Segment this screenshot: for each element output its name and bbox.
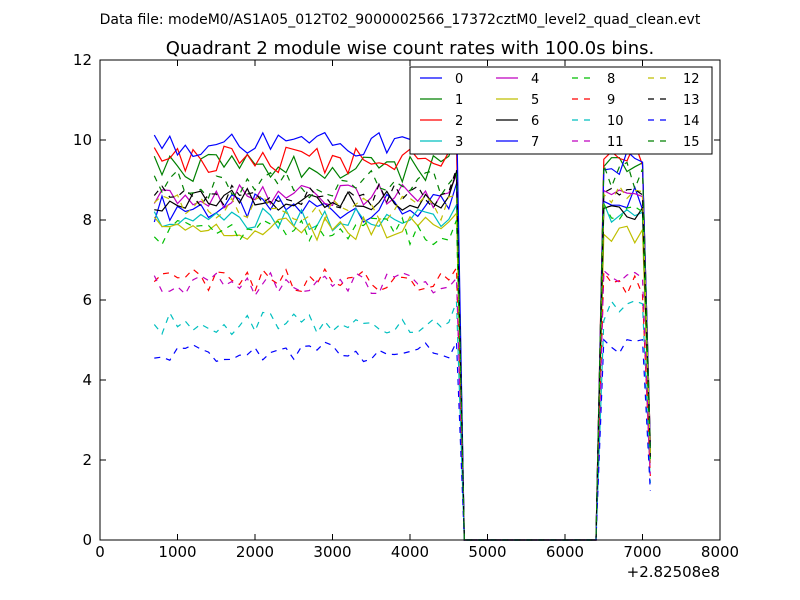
series-line-2 (153, 141, 651, 541)
x-offset-label: +2.82508e8 (627, 563, 720, 581)
legend-label-13: 13 (683, 93, 700, 108)
axis-ticks: 0 1000 2000 3000 4000 5000 6000 7000 80000246810… (73, 51, 739, 561)
legend-label-2: 2 (455, 114, 463, 129)
series-line-4 (153, 174, 651, 541)
legend-label-10: 10 (607, 114, 624, 129)
legend-label-3: 3 (455, 135, 463, 150)
y-tick-label: 12 (73, 51, 92, 69)
y-tick-label: 10 (73, 131, 92, 149)
x-tick-label: 2000 (236, 543, 274, 561)
x-tick-label: 0 (95, 543, 105, 561)
legend-label-5: 5 (531, 93, 539, 108)
legend-label-1: 1 (455, 93, 463, 108)
series-line-7 (153, 109, 651, 541)
y-tick-label: 2 (82, 451, 92, 469)
x-tick-label: 7000 (623, 543, 661, 561)
series-line-0 (153, 183, 651, 541)
series-line-13 (153, 168, 651, 541)
series-line-11 (153, 269, 651, 541)
x-tick-label: 6000 (546, 543, 584, 561)
series-line-14 (154, 338, 651, 541)
x-tick-label: 3000 (313, 543, 351, 561)
x-tick-label: 4000 (391, 543, 429, 561)
legend-label-4: 4 (531, 72, 539, 87)
legend-label-15: 15 (683, 135, 700, 150)
legend-label-11: 11 (607, 135, 624, 150)
legend-label-9: 9 (607, 93, 615, 108)
y-tick-label: 4 (82, 371, 92, 389)
y-tick-label: 0 (82, 531, 92, 549)
figure-suptitle: Data file: modeM0/AS1A05_012T02_90000025… (100, 12, 701, 28)
series-line-12 (153, 184, 651, 541)
series-line-9 (153, 265, 651, 541)
legend-label-8: 8 (607, 72, 615, 87)
legend-label-14: 14 (683, 114, 700, 129)
y-tick-label: 6 (82, 291, 92, 309)
legend-label-12: 12 (683, 72, 700, 87)
legend-label-6: 6 (531, 114, 539, 129)
y-tick-label: 8 (82, 211, 92, 229)
legend-label-7: 7 (531, 135, 539, 150)
chart-title: Quadrant 2 module wise count rates with … (166, 38, 655, 59)
series-line-10 (153, 300, 651, 541)
series-line-8 (153, 201, 651, 541)
x-tick-label: 1000 (158, 543, 196, 561)
legend-label-0: 0 (455, 72, 463, 87)
series-layer (153, 109, 651, 541)
series-line-5 (153, 211, 651, 541)
x-tick-label: 8000 (701, 543, 739, 561)
legend-box (409, 66, 713, 155)
series-line-3 (153, 202, 651, 541)
x-tick-label: 5000 (468, 543, 506, 561)
